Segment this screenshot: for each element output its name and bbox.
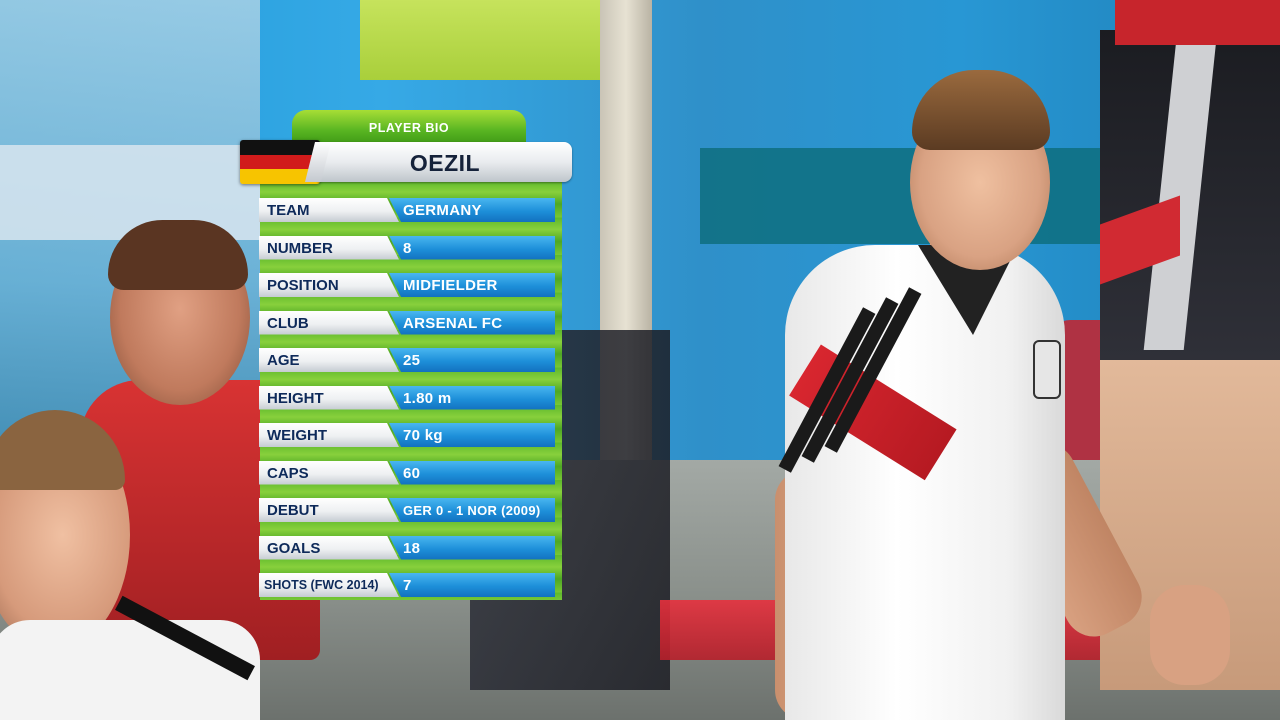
seated-person-hair (108, 220, 248, 290)
bio-label: CLUB (259, 310, 399, 335)
bio-value: 25 (389, 348, 555, 372)
bio-label: AGE (259, 348, 399, 372)
bio-row-club: CLUB ARSENAL FC (259, 310, 555, 335)
bio-row-shots: SHOTS (FWC 2014) 7 (259, 573, 555, 597)
player-name: OEZIL (318, 142, 572, 182)
right-player-red-top (1115, 0, 1280, 45)
bio-label: TEAM (259, 198, 399, 222)
bio-value: GER 0 - 1 NOR (2009) (389, 498, 555, 522)
bio-value: ARSENAL FC (389, 310, 555, 335)
advertising-board (0, 145, 270, 240)
bio-row-goals: GOALS 18 (259, 535, 555, 560)
main-player-hand (1150, 585, 1230, 685)
bio-label: CAPS (259, 460, 399, 485)
bio-label: DEBUT (259, 498, 399, 522)
bio-value: 18 (389, 535, 555, 560)
bio-row-debut: DEBUT GER 0 - 1 NOR (2009) (259, 498, 555, 522)
bio-value: 1.80 m (389, 385, 555, 410)
bio-value: 70 kg (389, 423, 555, 447)
bio-label: POSITION (259, 273, 399, 297)
bio-label: HEIGHT (259, 385, 399, 410)
bio-row-number: NUMBER 8 (259, 235, 555, 260)
bio-row-height: HEIGHT 1.80 m (259, 385, 555, 410)
bio-row-age: AGE 25 (259, 348, 555, 372)
flag-stripe-black (240, 140, 320, 155)
main-player-white-shirt (785, 245, 1065, 720)
bio-row-position: POSITION MIDFIELDER (259, 273, 555, 297)
bio-row-caps: CAPS 60 (259, 460, 555, 485)
player-bio-overlay: PLAYER BIO OEZIL TEAM GERMANY NUMBER 8 P… (240, 110, 575, 602)
bio-label: SHOTS (FWC 2014) (259, 573, 399, 597)
main-player-hair (912, 70, 1050, 150)
bio-value: MIDFIELDER (389, 273, 555, 297)
bio-value: 8 (389, 235, 555, 260)
bio-label: GOALS (259, 535, 399, 560)
bio-label: WEIGHT (259, 423, 399, 447)
flag-stripe-red (240, 154, 320, 170)
foreground-player-shirt (0, 620, 260, 720)
bio-value: 7 (389, 573, 555, 597)
player-bio-header: PLAYER BIO (292, 110, 526, 144)
bio-value: 60 (389, 460, 555, 485)
team-crest-icon (1033, 340, 1061, 399)
bio-value: GERMANY (389, 198, 555, 222)
yellow-bib-blur (360, 0, 600, 80)
bio-label: NUMBER (259, 235, 399, 260)
bio-row-weight: WEIGHT 70 kg (259, 423, 555, 447)
bio-row-team: TEAM GERMANY (259, 198, 555, 222)
flag-stripe-gold (240, 169, 320, 184)
germany-flag-icon (240, 140, 320, 184)
